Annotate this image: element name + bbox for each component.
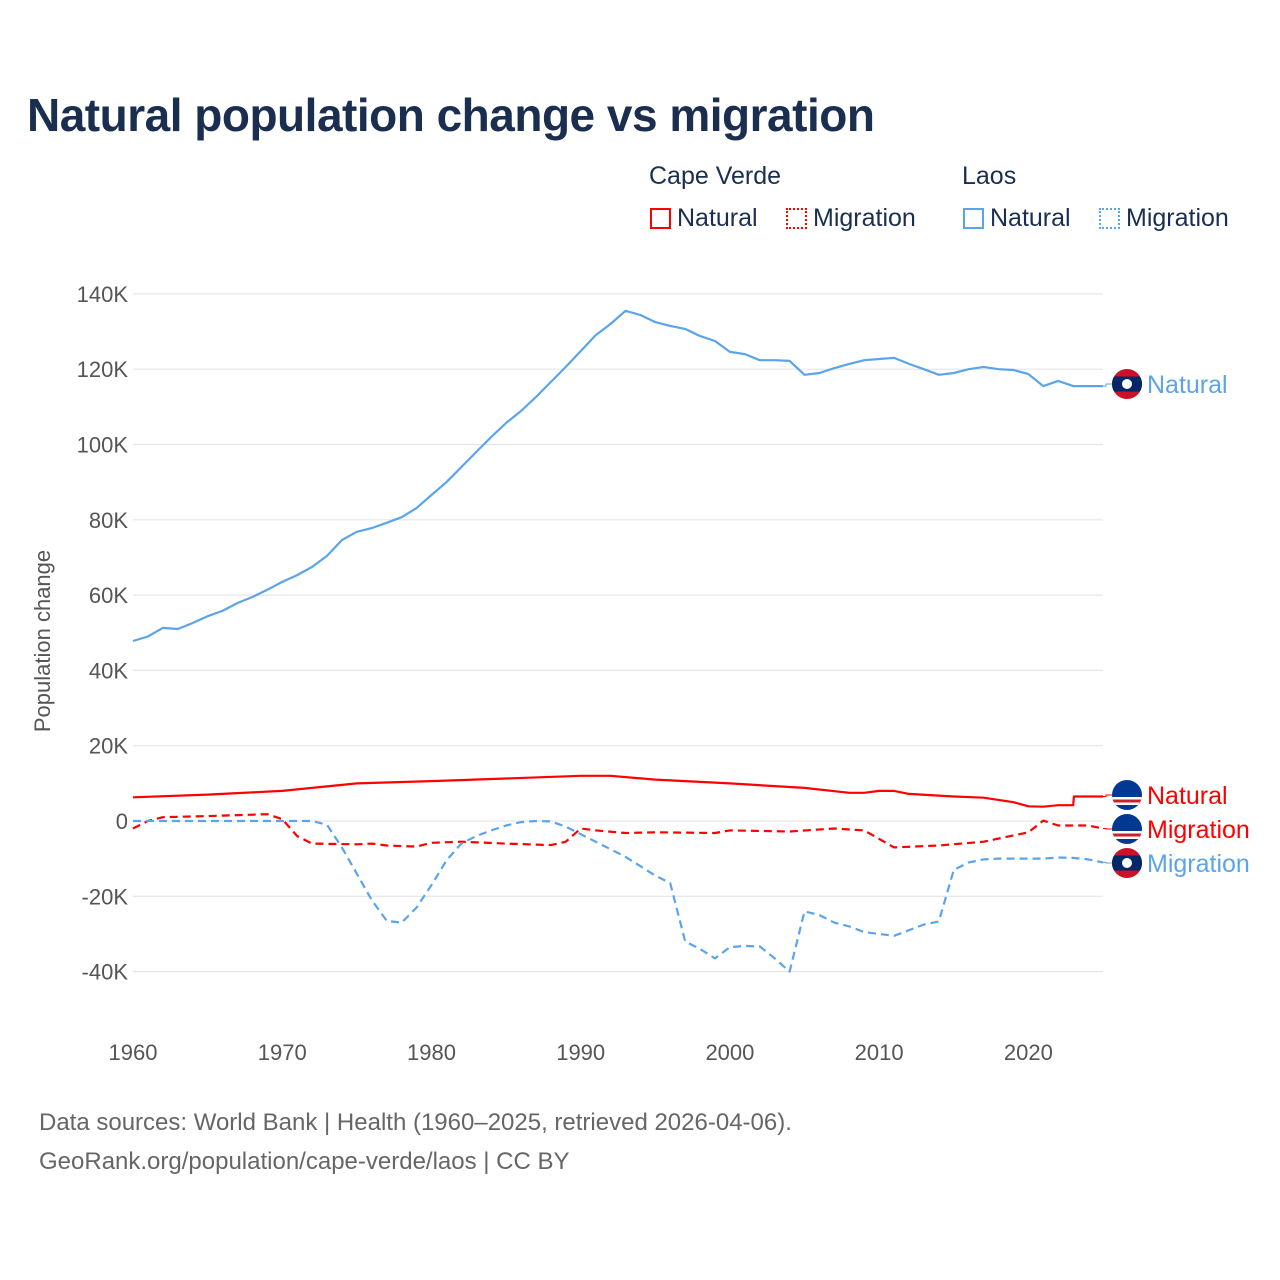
- legend-cape-verde-natural[interactable]: Natural: [650, 204, 758, 233]
- laos-flag-icon: [1112, 848, 1142, 878]
- y-tick-label: -40K: [82, 960, 129, 985]
- x-tick-label: 2010: [855, 1040, 904, 1065]
- legend-swatch-dotted: [1099, 208, 1120, 229]
- end-label: Natural: [1147, 371, 1228, 399]
- footer-sources: Data sources: World Bank | Health (1960–…: [39, 1109, 792, 1136]
- y-tick-label: 120K: [77, 357, 129, 382]
- legend-laos-natural[interactable]: Natural: [963, 204, 1071, 233]
- y-tick-label: 0: [116, 809, 128, 834]
- y-tick-label: 60K: [89, 583, 128, 608]
- end-label: Migration: [1147, 850, 1250, 878]
- legend-group-cape-verde: Cape Verde: [649, 162, 782, 190]
- x-tick-label: 1970: [258, 1040, 307, 1065]
- y-tick-label: 100K: [77, 433, 129, 458]
- end-label: Natural: [1147, 782, 1228, 810]
- y-axis-label: Population change: [30, 550, 55, 732]
- laos-flag-icon: [1112, 369, 1142, 399]
- chart-title: Natural population change vs migration: [27, 89, 875, 141]
- x-tick-label: 2020: [1004, 1040, 1053, 1065]
- footer-link[interactable]: GeoRank.org/population/cape-verde/laos |…: [39, 1148, 570, 1175]
- label-connector: [1103, 383, 1113, 387]
- y-tick-label: 40K: [89, 658, 128, 683]
- end-label: Migration: [1147, 816, 1250, 844]
- legend-label: Migration: [813, 204, 916, 232]
- legend-cape-verde-migration[interactable]: Migration: [786, 204, 916, 233]
- x-tick-label: 1960: [109, 1040, 158, 1065]
- cape-verde-flag-icon: [1112, 780, 1142, 810]
- legend-label: Natural: [990, 204, 1071, 232]
- legend-swatch-solid: [650, 208, 671, 229]
- y-tick-label: 140K: [77, 282, 129, 307]
- x-tick-label: 1980: [407, 1040, 456, 1065]
- legend-laos-migration[interactable]: Migration: [1099, 204, 1229, 233]
- legend-label: Migration: [1126, 204, 1229, 232]
- cape-verde-flag-icon: [1112, 814, 1142, 844]
- legend-label: Natural: [677, 204, 758, 232]
- x-tick-label: 2000: [705, 1040, 754, 1065]
- series-line-cape-verde-migration: [132, 813, 1104, 849]
- label-connector: [1103, 794, 1113, 798]
- y-tick-label: -20K: [82, 884, 129, 909]
- x-tick-label: 1990: [556, 1040, 605, 1065]
- series-line-laos-migration: [133, 819, 1104, 973]
- y-tick-label: 20K: [89, 734, 128, 759]
- legend-group-laos: Laos: [962, 162, 1017, 190]
- series-line-laos-natural: [132, 309, 1103, 643]
- series-line-cape-verde-natural: [132, 774, 1103, 808]
- legend-swatch-solid: [963, 208, 984, 229]
- label-connector: [1103, 861, 1113, 864]
- y-tick-label: 80K: [89, 508, 128, 533]
- legend-swatch-dotted: [786, 208, 807, 229]
